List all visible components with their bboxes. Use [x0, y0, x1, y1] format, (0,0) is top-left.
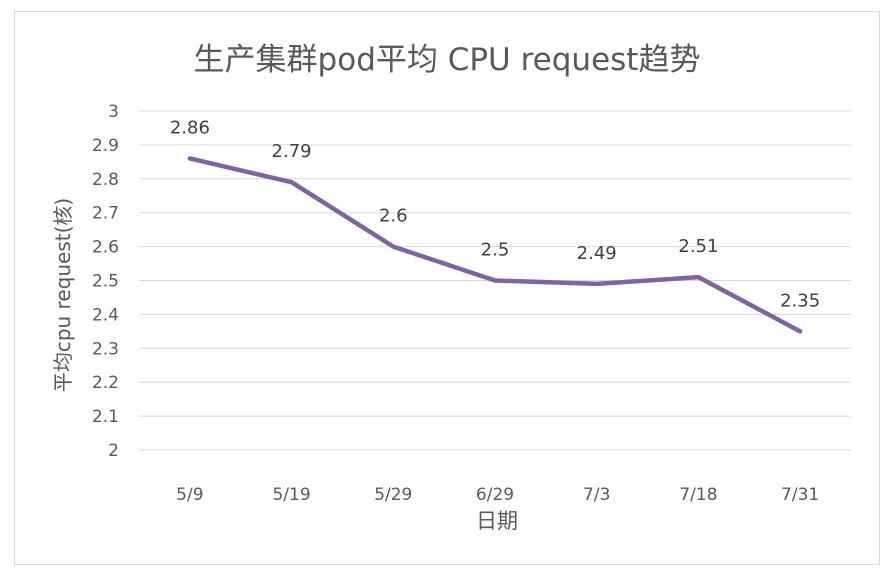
- y-tick-label: 2.8: [92, 170, 119, 190]
- x-tick-label: 5/9: [176, 485, 203, 505]
- x-axis-title: 日期: [476, 509, 518, 533]
- data-label: 2.86: [170, 117, 210, 138]
- series-line: [187, 156, 803, 334]
- data-label: 2.51: [678, 236, 718, 257]
- y-tick-label: 2.5: [92, 272, 119, 292]
- chart-title: 生产集群pod平均 CPU request趋势: [194, 42, 701, 78]
- y-tick-label: 2.3: [92, 339, 119, 359]
- data-labels: 2.86 2.79 2.6 2.5 2.49 2.51 2.35: [170, 117, 820, 311]
- chart-frame: 2 2.1 2.2 2.3 2.4 2.5 2.6 2.7 2.8 2.9 3 5/9 5/19 5/2…: [14, 11, 880, 565]
- x-tick-label: 5/19: [272, 485, 310, 505]
- data-label: 2.35: [780, 290, 820, 311]
- x-tick-label: 7/3: [583, 485, 610, 505]
- x-tick-label: 6/29: [476, 485, 514, 505]
- series-layer: [187, 156, 803, 334]
- y-tick-label: 3: [108, 102, 119, 122]
- y-tick-label: 2.7: [92, 204, 119, 224]
- data-label: 2.5: [481, 240, 510, 261]
- x-tick-label: 7/31: [781, 485, 819, 505]
- y-tick-label: 2.1: [92, 407, 119, 427]
- y-axis-ticks: 2 2.1 2.2 2.3 2.4 2.5 2.6 2.7 2.8 2.9 3: [92, 102, 119, 461]
- data-label: 2.79: [272, 141, 312, 162]
- x-axis-ticks: 5/9 5/19 5/29 6/29 7/3 7/18 7/31: [176, 485, 819, 505]
- line-chart: 2 2.1 2.2 2.3 2.4 2.5 2.6 2.7 2.8 2.9 3 5/9 5/19 5/2…: [51, 42, 851, 533]
- y-tick-label: 2.9: [92, 136, 119, 156]
- x-tick-label: 7/18: [679, 485, 717, 505]
- y-tick-label: 2.2: [92, 373, 119, 393]
- y-tick-label: 2.6: [92, 238, 119, 258]
- data-label: 2.49: [577, 243, 617, 264]
- x-tick-label: 5/29: [374, 485, 412, 505]
- data-label: 2.6: [379, 206, 408, 227]
- y-tick-label: 2: [108, 441, 119, 461]
- y-tick-label: 2.4: [92, 305, 119, 325]
- y-axis-title: 平均cpu request(核): [51, 198, 75, 392]
